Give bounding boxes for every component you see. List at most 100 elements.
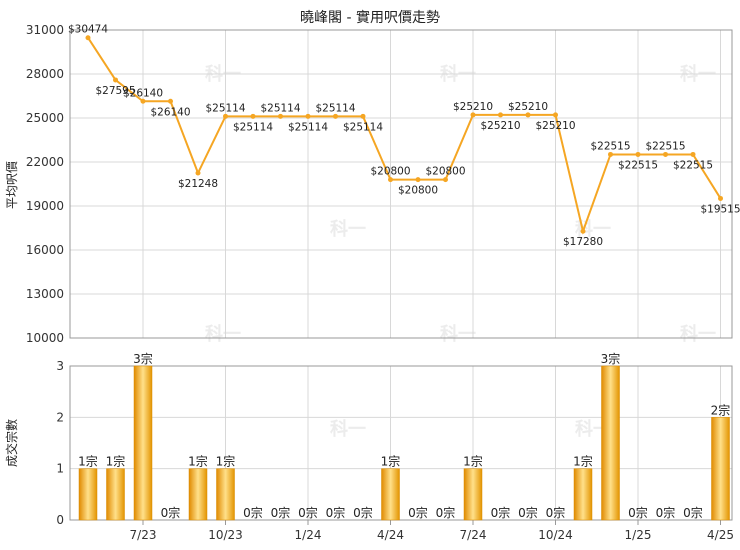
bar-label: 0宗 (271, 505, 291, 520)
bar-label: 0宗 (491, 505, 511, 520)
bar-labels: 1宗 1宗 3宗 0宗 1宗 1宗 0宗 0宗 0宗 0宗 0宗 1宗 0宗 0宗 1宗 0宗 0宗 0宗 1宗 3宗… (78, 351, 730, 520)
bar (601, 365, 620, 521)
data-point (635, 151, 641, 157)
bar-label: 3宗 (601, 351, 621, 366)
x-tick-label: 4/25 (707, 528, 734, 542)
data-label: $25114 (205, 102, 245, 114)
chart-title: 曉峰閣 - 實用呎價走勢 (300, 9, 440, 26)
bar-label: 0宗 (161, 505, 181, 520)
data-point (498, 112, 503, 118)
bar-label: 3宗 (133, 351, 153, 366)
x-tick-label: 1/24 (295, 528, 322, 542)
data-point (360, 113, 366, 119)
bar-label: 0宗 (518, 505, 538, 520)
data-point (663, 151, 668, 157)
data-label: $25210 (508, 101, 548, 113)
data-label: $25114 (260, 102, 300, 114)
data-point (690, 151, 696, 157)
data-label: $22515 (618, 159, 658, 171)
x-tick-label: 4/24 (377, 528, 404, 542)
x-tick-label: 7/23 (130, 528, 157, 542)
data-point (470, 112, 476, 118)
price-line (87, 37, 722, 235)
line-labels: $30474$27595$26140$26140$21248$25114$251… (68, 24, 740, 249)
watermark: 科一 (330, 418, 366, 440)
data-point (718, 195, 723, 201)
data-point (305, 113, 311, 119)
data-point (195, 170, 201, 176)
top-y-tick-label: 16000 (26, 243, 64, 257)
watermark: 科一 (575, 218, 611, 240)
bottom-y-tick-label: 1 (56, 462, 64, 476)
data-label: $25210 (480, 120, 520, 132)
data-label: $25114 (343, 121, 383, 133)
bar (106, 468, 125, 521)
bar-label: 1宗 (463, 454, 483, 469)
bar (78, 468, 98, 521)
top-y-tick-label: 22000 (26, 155, 64, 169)
top-y-tick-label: 31000 (26, 23, 64, 37)
bar-label: 1宗 (78, 454, 98, 469)
x-tick-label: 7/24 (460, 528, 487, 542)
top-plot-frame (69, 29, 733, 339)
bar-label: 0宗 (243, 505, 263, 520)
data-label: $25114 (288, 121, 328, 133)
data-label: $25210 (535, 120, 575, 132)
data-label: $22515 (673, 159, 713, 171)
bar-label: 0宗 (326, 505, 346, 520)
x-tick-label: 10/24 (538, 528, 573, 542)
bar-label: 1宗 (573, 454, 593, 469)
data-label: $20800 (398, 185, 438, 197)
data-label: $27595 (95, 85, 135, 97)
top-y-tick-label: 10000 (26, 331, 64, 345)
bar (133, 365, 153, 521)
bar-label: 0宗 (683, 505, 703, 520)
bar (573, 468, 593, 521)
top-y-tick-label: 28000 (26, 67, 64, 81)
bar-series (78, 365, 730, 521)
bar-label: 0宗 (628, 505, 648, 520)
watermark: 科一 (440, 323, 476, 345)
data-point (415, 177, 421, 183)
line-series (85, 35, 723, 235)
bottom-y-tick-label: 0 (56, 513, 64, 527)
top-y-tick-label: 13000 (26, 287, 64, 301)
data-point (278, 113, 283, 119)
bar-label: 0宗 (353, 505, 373, 520)
bar (711, 417, 730, 521)
bar-label: 0宗 (436, 505, 456, 520)
x-tick-label: 1/25 (625, 528, 652, 542)
top-y-axis-label: 平均呎價 (5, 161, 19, 209)
top-y-tick-label: 25000 (26, 111, 64, 125)
data-label: $22515 (645, 140, 685, 152)
data-point (113, 77, 118, 83)
bar (463, 468, 483, 521)
data-point (168, 98, 173, 104)
data-label: $21248 (178, 178, 218, 190)
data-label: $20800 (425, 166, 465, 178)
bottom-y-tick-label: 3 (56, 359, 64, 373)
data-point (140, 98, 146, 104)
bar-label: 1宗 (106, 454, 126, 469)
bar-label: 2宗 (711, 402, 731, 417)
data-label: $22515 (590, 140, 630, 152)
data-label: $25114 (233, 121, 273, 133)
bar-label: 0宗 (546, 505, 566, 520)
data-point (333, 113, 338, 119)
bar-label: 1宗 (216, 454, 236, 469)
data-point (608, 151, 613, 157)
data-point (388, 177, 393, 183)
data-point (553, 112, 558, 118)
bar-label: 0宗 (408, 505, 428, 520)
data-label: $20800 (370, 166, 410, 178)
data-point (525, 112, 531, 118)
watermark: 科一 (205, 323, 241, 345)
bar-label: 1宗 (381, 454, 401, 469)
bar (188, 468, 208, 521)
bottom-y-axis-label: 成交宗數 (4, 419, 19, 467)
data-label: $25210 (453, 101, 493, 113)
bar-label: 1宗 (188, 454, 208, 469)
watermark: 科一 (330, 218, 366, 240)
